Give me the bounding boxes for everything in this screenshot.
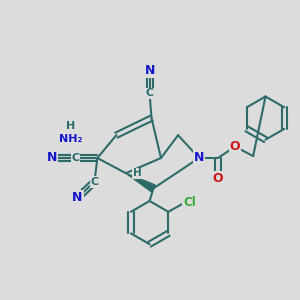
Text: N: N [46, 152, 57, 164]
Text: C: C [90, 177, 99, 187]
Text: N: N [194, 152, 204, 164]
Polygon shape [126, 173, 155, 192]
Text: NH₂: NH₂ [59, 134, 82, 144]
Text: N: N [144, 64, 155, 77]
Text: Cl: Cl [183, 196, 196, 209]
Text: H: H [66, 121, 75, 131]
Text: C: C [71, 153, 80, 163]
Text: O: O [213, 172, 223, 185]
Text: N: N [72, 191, 82, 204]
Text: H: H [133, 168, 142, 178]
Text: O: O [230, 140, 240, 153]
Text: C: C [146, 88, 154, 98]
